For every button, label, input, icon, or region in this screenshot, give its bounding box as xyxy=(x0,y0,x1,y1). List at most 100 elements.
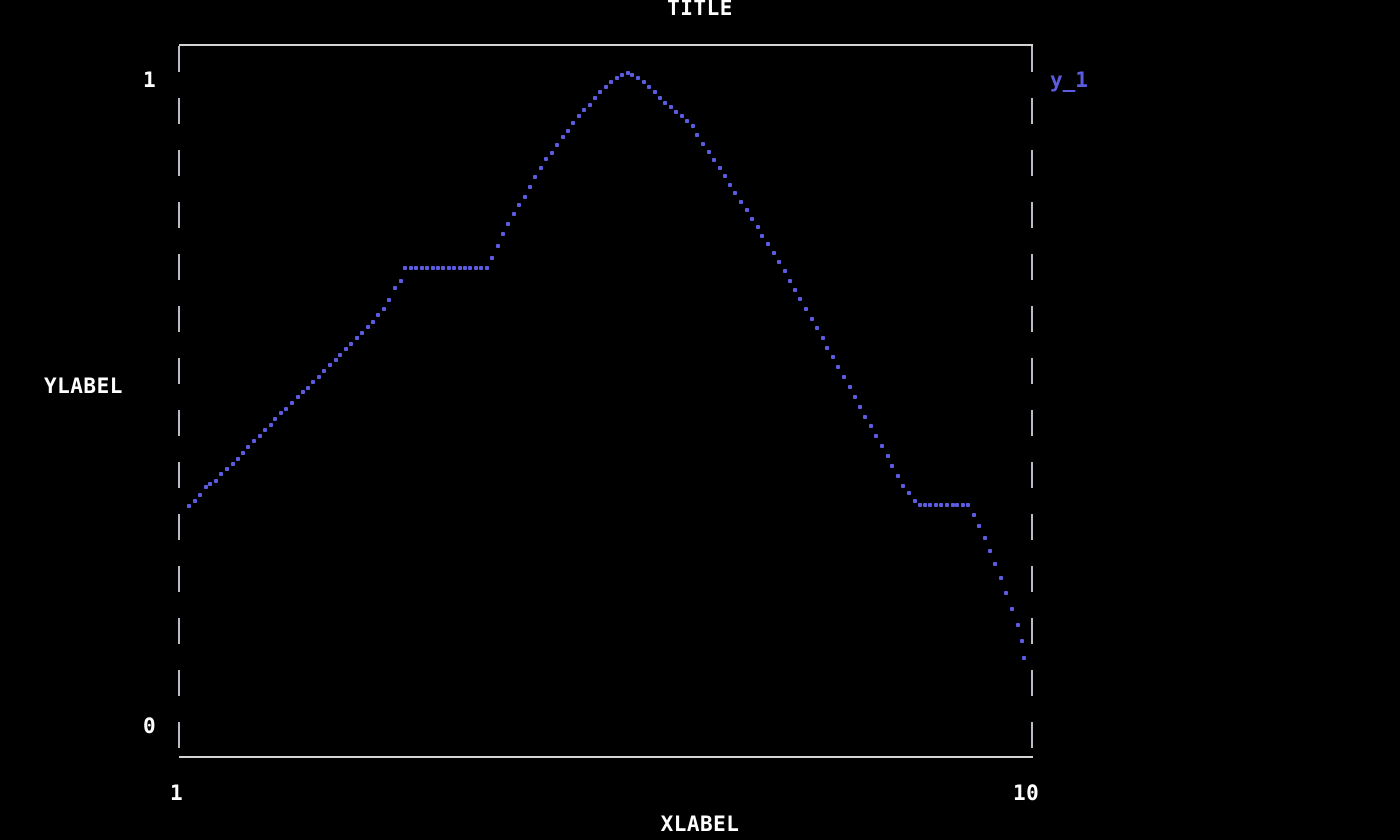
data-point xyxy=(577,114,581,118)
data-point xyxy=(810,317,814,321)
data-point xyxy=(593,96,597,100)
data-point xyxy=(355,336,359,340)
data-point xyxy=(728,183,732,187)
data-point xyxy=(907,491,911,495)
data-point xyxy=(485,266,489,270)
data-point xyxy=(766,242,770,246)
data-point xyxy=(955,503,959,507)
y-axis-tick-label-max: 1 xyxy=(143,68,157,92)
data-point xyxy=(928,503,932,507)
x-axis-label: XLABEL xyxy=(660,812,740,836)
data-point xyxy=(642,80,646,84)
data-point xyxy=(561,135,565,139)
data-point xyxy=(496,244,500,248)
data-point xyxy=(512,212,516,216)
data-point xyxy=(804,307,808,311)
data-point xyxy=(695,133,699,137)
data-point xyxy=(685,119,689,123)
data-point xyxy=(874,434,878,438)
data-point xyxy=(630,73,634,77)
data-point xyxy=(598,90,602,94)
data-point xyxy=(258,434,262,438)
data-point xyxy=(966,503,970,507)
data-point xyxy=(951,503,955,507)
data-point xyxy=(366,325,370,329)
data-point xyxy=(760,234,764,238)
data-point xyxy=(993,562,997,566)
data-point xyxy=(214,479,218,483)
data-point xyxy=(360,331,364,335)
data-point xyxy=(858,405,862,409)
data-point xyxy=(269,423,273,427)
data-point xyxy=(674,110,678,114)
data-point xyxy=(376,313,380,317)
data-point xyxy=(490,256,494,260)
data-point xyxy=(756,225,760,229)
data-point xyxy=(431,266,435,270)
data-point xyxy=(306,386,310,390)
data-point xyxy=(1022,656,1026,660)
data-point xyxy=(588,103,592,107)
data-point xyxy=(290,401,294,405)
data-point xyxy=(663,101,667,105)
data-point xyxy=(999,576,1003,580)
data-point xyxy=(468,266,472,270)
data-point xyxy=(1016,623,1020,627)
data-point xyxy=(896,474,900,478)
data-point xyxy=(393,286,397,290)
data-point xyxy=(707,150,711,154)
data-point xyxy=(1010,607,1014,611)
data-point xyxy=(977,524,981,528)
data-point xyxy=(544,157,548,161)
data-point xyxy=(523,195,527,199)
data-point xyxy=(273,417,277,421)
data-point xyxy=(701,142,705,146)
data-point xyxy=(219,472,223,476)
data-point xyxy=(604,85,608,89)
data-point xyxy=(550,151,554,155)
data-point xyxy=(712,158,716,162)
data-point xyxy=(825,346,829,350)
data-point xyxy=(772,251,776,255)
data-point xyxy=(777,260,781,264)
data-point xyxy=(409,266,413,270)
data-point xyxy=(246,445,250,449)
data-point xyxy=(387,298,391,302)
data-point xyxy=(479,266,483,270)
data-point xyxy=(263,428,267,432)
data-point xyxy=(636,76,640,80)
y-axis-right-dashed-line xyxy=(1031,46,1033,758)
data-point xyxy=(441,266,445,270)
data-point xyxy=(739,200,743,204)
data-point xyxy=(193,499,197,503)
data-point xyxy=(934,503,938,507)
data-point xyxy=(939,503,943,507)
data-point xyxy=(414,266,418,270)
data-point xyxy=(399,279,403,283)
data-point xyxy=(853,395,857,399)
data-point xyxy=(279,411,283,415)
data-point xyxy=(821,336,825,340)
data-point xyxy=(836,365,840,369)
page-title: TITLE xyxy=(667,0,733,20)
data-point xyxy=(187,504,191,508)
data-point xyxy=(983,536,987,540)
plot-data-area xyxy=(179,44,1033,758)
data-point xyxy=(463,266,467,270)
data-point xyxy=(961,503,965,507)
x-axis-tick-label-max: 10 xyxy=(1013,781,1040,805)
data-point xyxy=(815,326,819,330)
data-point xyxy=(609,80,613,84)
data-point xyxy=(338,353,342,357)
data-point xyxy=(447,266,451,270)
data-point xyxy=(322,369,326,373)
data-point xyxy=(371,320,375,324)
data-point xyxy=(344,347,348,351)
data-point xyxy=(669,105,673,109)
data-point xyxy=(691,124,695,128)
data-point xyxy=(863,415,867,419)
data-point xyxy=(231,462,235,466)
data-point xyxy=(1020,639,1024,643)
plot-frame-bottom-border xyxy=(179,756,1033,758)
